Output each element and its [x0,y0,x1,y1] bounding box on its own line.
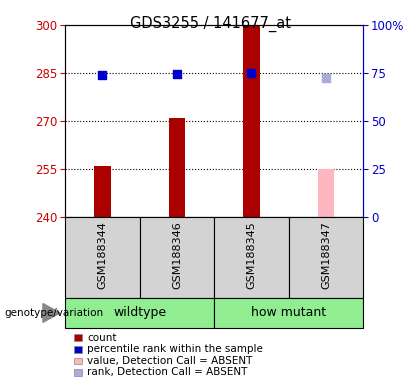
Bar [243,25,260,217]
Text: GSM188344: GSM188344 [97,221,108,289]
Text: wildtype: wildtype [113,306,166,319]
Text: GSM188347: GSM188347 [321,221,331,289]
Text: percentile rank within the sample: percentile rank within the sample [87,344,263,354]
Point [173,71,180,77]
Bar [289,217,363,298]
Point [248,70,255,76]
Text: GSM188346: GSM188346 [172,221,182,289]
Point [323,74,329,81]
Bar [169,118,185,217]
Bar [214,217,289,298]
Text: how mutant: how mutant [251,306,326,319]
Text: GSM188345: GSM188345 [247,221,257,289]
Text: count: count [87,333,116,343]
Point [99,71,106,78]
Polygon shape [43,303,60,323]
Bar [214,298,363,328]
Text: GDS3255 / 141677_at: GDS3255 / 141677_at [129,15,291,31]
Bar [94,166,110,217]
Bar [139,217,214,298]
Text: genotype/variation: genotype/variation [4,308,103,318]
Bar [65,298,214,328]
Text: rank, Detection Call = ABSENT: rank, Detection Call = ABSENT [87,367,247,377]
Bar [65,217,139,298]
Bar [318,169,334,217]
Text: value, Detection Call = ABSENT: value, Detection Call = ABSENT [87,356,252,366]
